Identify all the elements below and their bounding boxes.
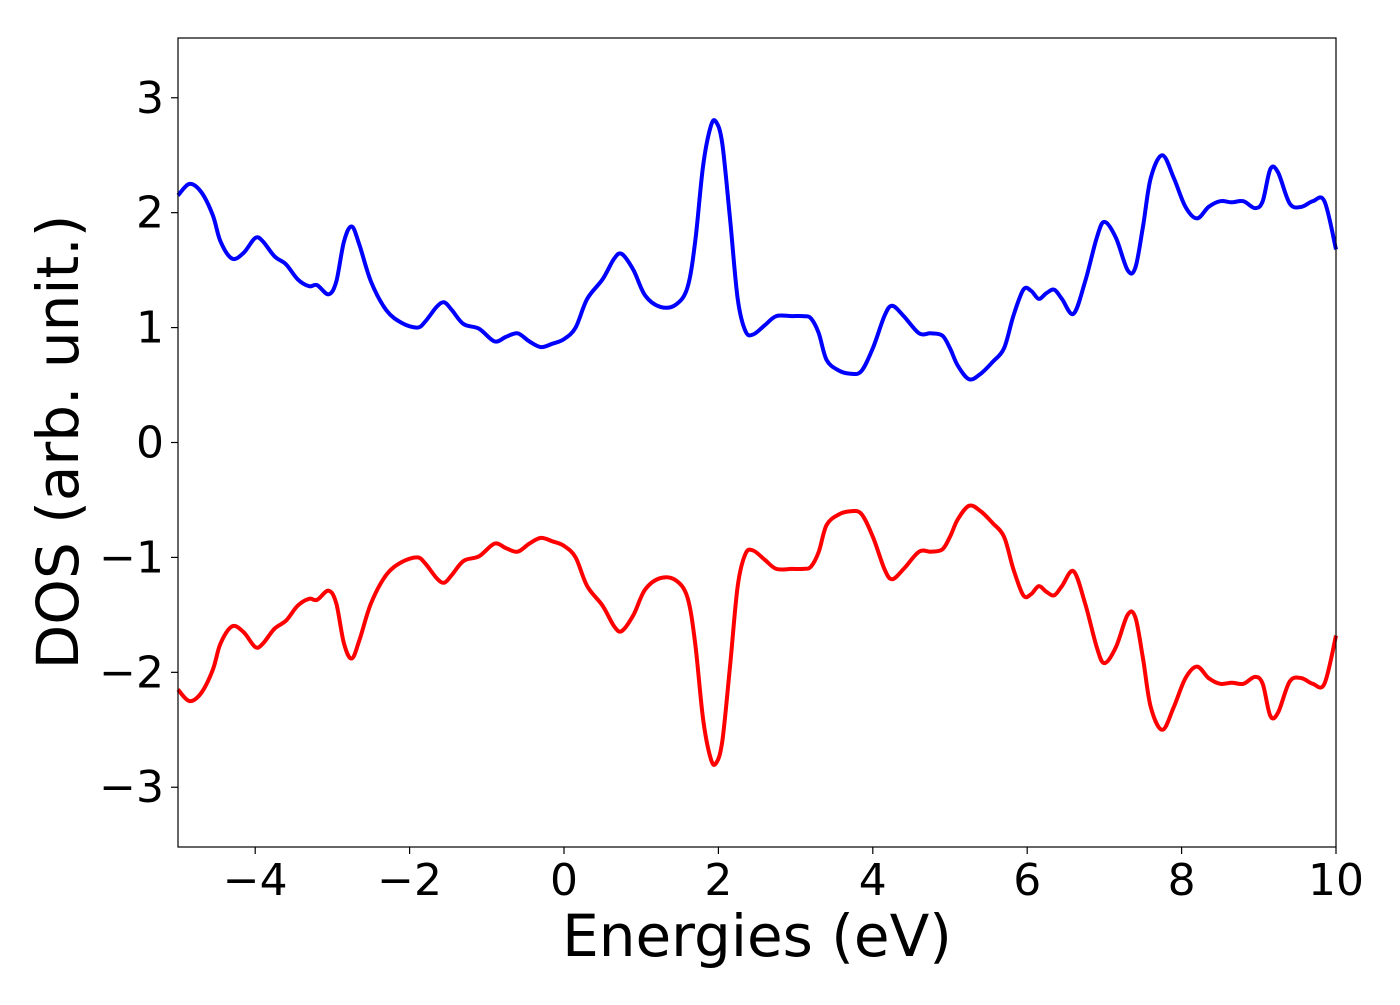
series-layer — [176, 118, 1338, 767]
x-tick-label: 6 — [1013, 855, 1041, 906]
x-tick-label: −2 — [377, 855, 442, 906]
x-tick-label: 0 — [550, 855, 578, 906]
y-axis-title: DOS (arb. unit.) — [24, 215, 92, 670]
x-tick-label: 8 — [1168, 855, 1196, 906]
y-tick-label: −3 — [99, 762, 164, 813]
y-tick-label: −2 — [99, 647, 164, 698]
y-tick-label: 3 — [136, 73, 164, 124]
x-tick-label: 2 — [704, 855, 732, 906]
x-tick-label: 4 — [859, 855, 887, 906]
x-axis-ticks: −4 −2 0 2 4 6 8 10 — [223, 847, 1364, 906]
x-axis-title: Energies (eV) — [562, 902, 952, 970]
x-tick-label: 10 — [1308, 855, 1364, 906]
y-axis-ticks: 3 2 1 0 −1 −2 −3 — [99, 73, 178, 813]
y-tick-label: 1 — [136, 303, 164, 354]
series-line-2 — [176, 503, 1338, 767]
x-tick-label: −4 — [223, 855, 288, 906]
y-tick-label: −1 — [99, 532, 164, 583]
y-tick-label: 0 — [136, 418, 164, 469]
series-line-1 — [176, 118, 1338, 382]
y-tick-label: 2 — [136, 188, 164, 239]
